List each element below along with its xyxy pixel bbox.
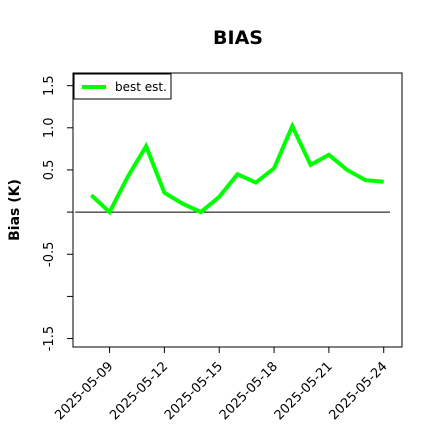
chart-title: BIAS — [213, 27, 263, 49]
y-tick-label: -0.5 — [42, 242, 57, 267]
y-axis-label: Bias (K) — [7, 179, 23, 241]
series-layer — [89, 121, 384, 216]
legend: best est. — [73, 73, 172, 100]
y-tick-label: -1.5 — [42, 326, 57, 351]
legend-label-best-est: best est. — [115, 80, 167, 94]
x-axis: 2025-05-092025-05-122025-05-152025-05-18… — [52, 347, 391, 423]
y-tick-label: 0.5 — [42, 160, 57, 181]
x-tick-label: 2025-05-12 — [107, 359, 171, 423]
y-tick-label: 1.0 — [42, 117, 57, 138]
x-tick-label: 2025-05-24 — [327, 359, 391, 423]
y-axis: -1.5 -0.5 0.5 1.0 1.5 — [42, 75, 73, 351]
plot-frame — [72, 72, 403, 348]
series-line-best-est — [89, 121, 384, 216]
y-tick-label: 1.5 — [42, 75, 57, 96]
x-tick-label: 2025-05-21 — [272, 359, 336, 423]
